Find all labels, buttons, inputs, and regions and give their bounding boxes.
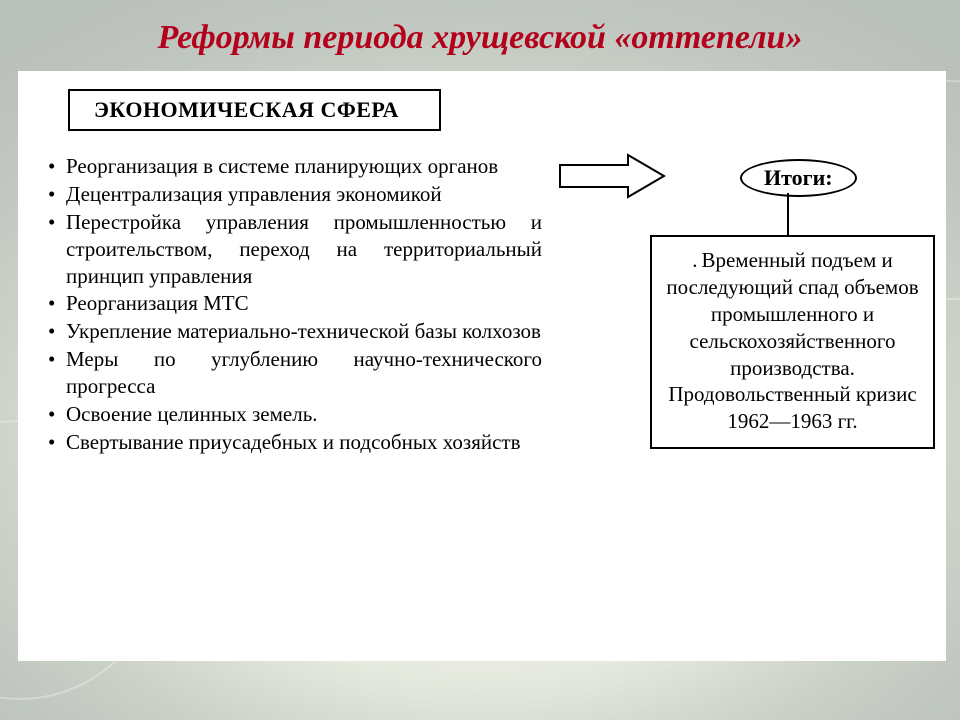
list-item: Укрепление материально-технической базы … <box>48 318 542 345</box>
list-item: Реорганизация в системе планирующих орга… <box>48 153 542 180</box>
columns: Реорганизация в системе планирующих орга… <box>40 153 930 457</box>
content-area: ЭКОНОМИЧЕСКАЯ СФЕРА Реорганизация в сист… <box>18 71 946 661</box>
results-text: Временный подъем и последующий спад объе… <box>666 248 918 433</box>
section-header-economic: ЭКОНОМИЧЕСКАЯ СФЕРА <box>68 89 441 131</box>
slide-title: Реформы периода хрущевской «оттепели» <box>0 0 960 65</box>
lead-dot-icon: . <box>692 247 697 274</box>
results-label: Итоги: <box>740 159 857 197</box>
list-item: Меры по углублению научно-техничес­кого … <box>48 346 542 400</box>
arrow-icon <box>558 153 668 204</box>
connector-line <box>787 193 789 235</box>
results-column: Итоги: .Временный подъем и последующий с… <box>550 153 930 159</box>
list-item: Децентрализация управления экономи­кой <box>48 181 542 208</box>
list-item: Освоение целинных земель. <box>48 401 542 428</box>
results-box: .Временный подъем и последующий спад объ… <box>650 235 935 449</box>
list-item: Реорганизация МТС <box>48 290 542 317</box>
list-item: Свертывание приусадебных и подсобных хоз… <box>48 429 542 456</box>
bullet-list: Реорганизация в системе планирующих орга… <box>40 153 550 457</box>
list-item: Перестройка управления промышленнос­тью … <box>48 209 542 290</box>
